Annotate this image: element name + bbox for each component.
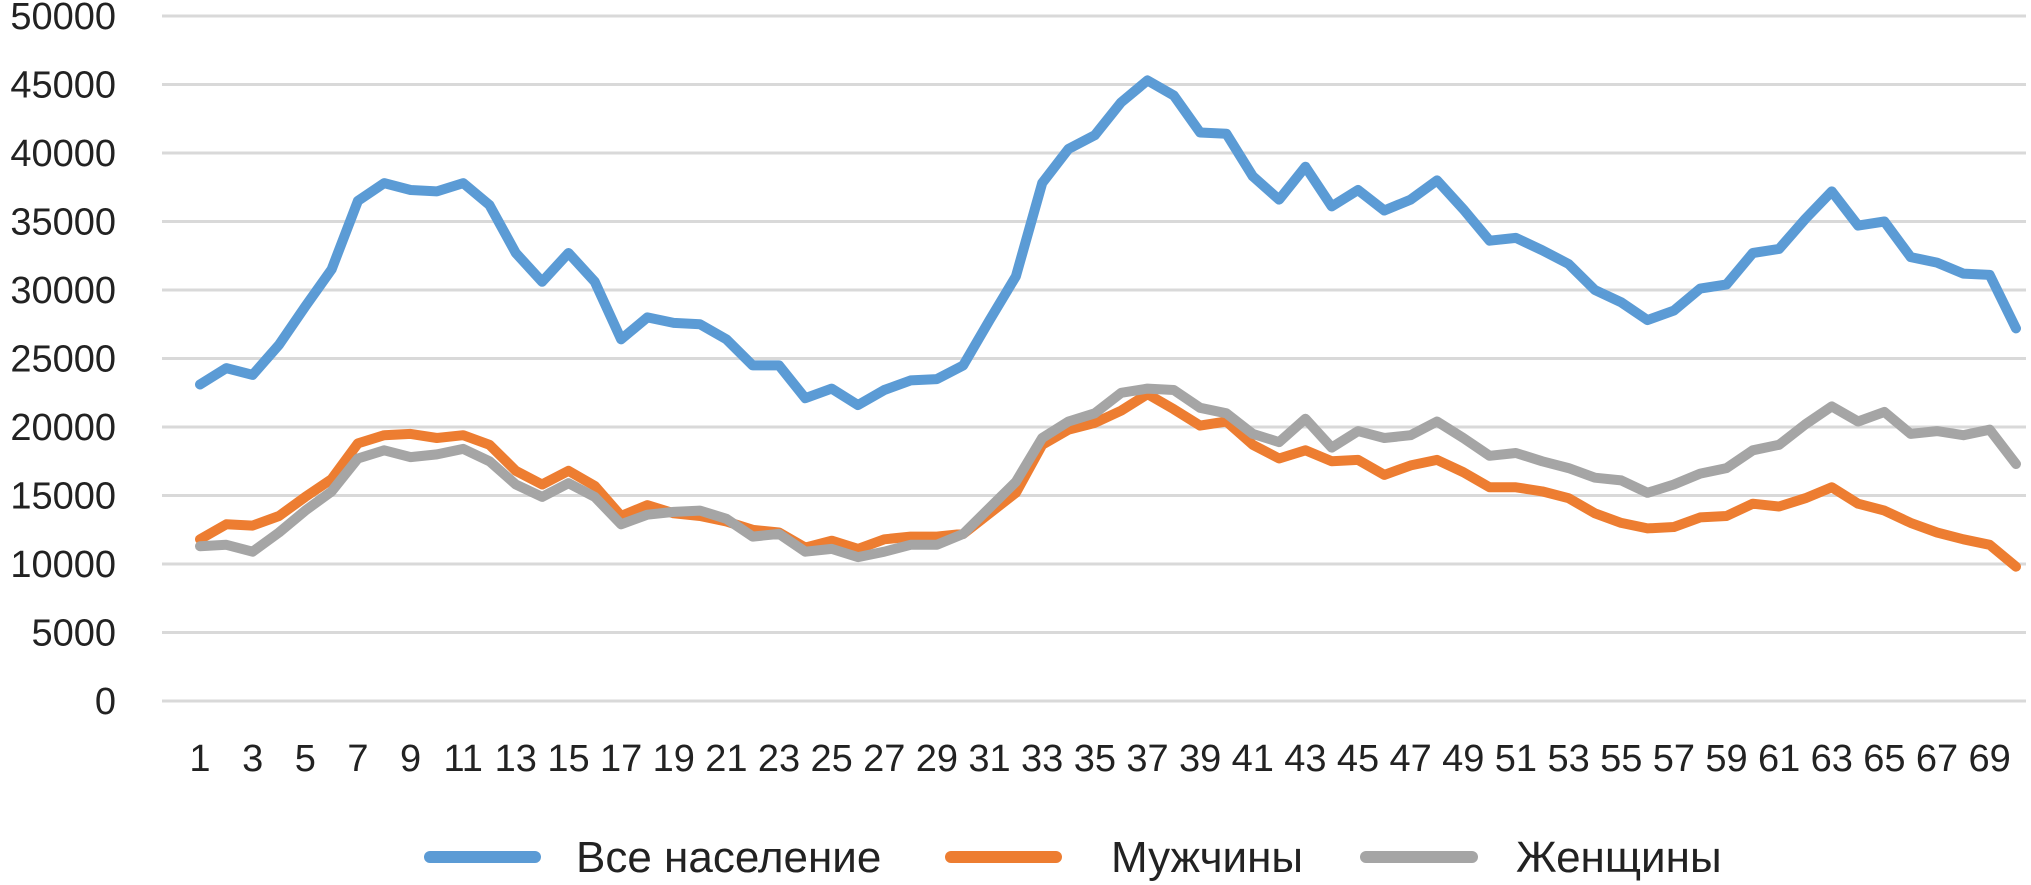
x-tick-label: 47 xyxy=(1390,738,1432,780)
x-tick-label: 23 xyxy=(758,738,800,780)
x-tick-label: 33 xyxy=(1021,738,1063,780)
y-tick-label: 35000 xyxy=(10,202,116,244)
legend-label-all-population: Все население xyxy=(576,833,881,882)
x-tick-label: 19 xyxy=(653,738,695,780)
x-tick-label: 1 xyxy=(189,738,210,780)
x-axis: 1 3 5 7 9 11 13 15 17 19 21 23 25 27 29 31 33 35 37 39 41 43 4… xyxy=(189,738,2010,780)
x-tick-label: 45 xyxy=(1337,738,1379,780)
x-tick-label: 69 xyxy=(1969,738,2011,780)
x-tick-label: 5 xyxy=(295,738,316,780)
x-tick-label: 67 xyxy=(1916,738,1958,780)
y-tick-label: 0 xyxy=(95,681,116,723)
series-line-men xyxy=(195,389,2021,572)
x-tick-label: 43 xyxy=(1284,738,1326,780)
y-tick-label: 45000 xyxy=(10,65,116,107)
legend-item-men: Мужчины xyxy=(945,833,1303,882)
y-axis: 0 5000 10000 15000 20000 25000 30000 35000 40000… xyxy=(10,0,116,723)
x-tick-label: 9 xyxy=(400,738,421,780)
x-tick-label: 63 xyxy=(1811,738,1853,780)
series-line-women xyxy=(195,383,2021,563)
x-tick-label: 7 xyxy=(347,738,368,780)
x-tick-label: 29 xyxy=(916,738,958,780)
y-tick-label: 50000 xyxy=(10,0,116,38)
legend-item-women: Женщины xyxy=(1360,833,1722,882)
y-tick-label: 40000 xyxy=(10,133,116,175)
legend-label-men: Мужчины xyxy=(1111,833,1303,882)
x-tick-label: 13 xyxy=(495,738,537,780)
x-tick-label: 49 xyxy=(1442,738,1484,780)
y-tick-label: 15000 xyxy=(10,476,116,518)
x-tick-label: 21 xyxy=(705,738,747,780)
y-tick-label: 10000 xyxy=(10,544,116,586)
x-tick-label: 51 xyxy=(1495,738,1537,780)
x-tick-label: 15 xyxy=(547,738,589,780)
x-tick-label: 17 xyxy=(600,738,642,780)
y-tick-label: 5000 xyxy=(31,613,116,655)
x-tick-label: 61 xyxy=(1758,738,1800,780)
y-tick-label: 25000 xyxy=(10,339,116,381)
legend: Все население Мужчины Женщины xyxy=(424,833,1722,882)
x-tick-label: 41 xyxy=(1232,738,1274,780)
x-tick-label: 35 xyxy=(1074,738,1116,780)
legend-item-all-population: Все население xyxy=(424,833,881,882)
series-lines xyxy=(195,75,2021,572)
x-tick-label: 3 xyxy=(242,738,263,780)
x-tick-label: 57 xyxy=(1653,738,1695,780)
x-tick-label: 39 xyxy=(1179,738,1221,780)
y-tick-label: 30000 xyxy=(10,270,116,312)
legend-label-women: Женщины xyxy=(1516,833,1722,882)
x-tick-label: 59 xyxy=(1705,738,1747,780)
x-tick-label: 37 xyxy=(1126,738,1168,780)
x-tick-label: 65 xyxy=(1863,738,1905,780)
gridlines xyxy=(162,14,2026,703)
x-tick-label: 55 xyxy=(1600,738,1642,780)
series-line-all-population xyxy=(195,75,2021,411)
x-tick-label: 53 xyxy=(1547,738,1589,780)
x-tick-label: 25 xyxy=(811,738,853,780)
x-tick-label: 31 xyxy=(968,738,1010,780)
x-tick-label: 11 xyxy=(443,738,482,780)
y-tick-label: 20000 xyxy=(10,407,116,449)
x-tick-label: 27 xyxy=(863,738,905,780)
